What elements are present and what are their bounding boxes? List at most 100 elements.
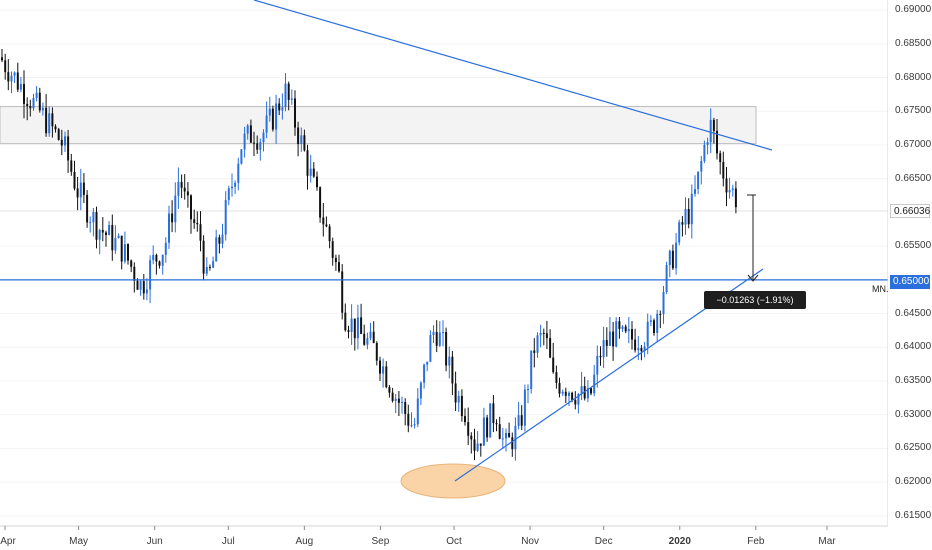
candle-body [473,439,476,451]
candle-body [7,72,10,82]
candle-body [168,213,170,243]
candle-body [482,417,485,446]
candle-body [120,235,123,262]
candle-body [290,98,293,100]
candle-body [423,364,426,383]
candle-body [215,237,218,262]
candle-body [731,188,734,191]
candle-body [221,234,224,244]
candle-body [32,98,35,109]
candle-body [476,443,479,451]
candle-body [76,188,79,198]
candle-body [347,330,350,332]
time-tick-label: Sep [371,536,390,547]
candle-body [634,339,637,351]
candle-body [281,107,284,111]
candle-body [703,144,706,161]
time-tick-label: Feb [747,536,765,547]
candle-body [114,238,117,251]
candle-body [533,350,536,353]
resistance-zone[interactable] [0,106,757,145]
candle-body [231,186,233,189]
candle-body [366,338,369,345]
candle-body [706,142,709,145]
time-tick-label: Nov [521,536,539,547]
time-tick-label: Aug [295,536,314,547]
candle-body [671,250,674,269]
candle-body [681,222,684,225]
price-tick-label: 0.68500 [895,37,932,49]
last-price-tag: 0.66036 [890,204,930,218]
candle-body [193,219,196,223]
time-axis[interactable]: Apr May Jun Jul Aug Sep Oct Nov Dec 2020 Feb Mar [0,526,888,550]
candle-body [16,72,19,90]
candle-body [662,292,665,315]
candle-body [152,254,155,261]
candle-body [555,372,558,383]
candle-body [640,348,643,352]
candle-body [300,135,303,144]
candle-body [618,321,621,329]
candle-body [196,223,199,225]
candle-body [319,187,322,218]
candle-body [596,355,599,375]
descending-trendline[interactable] [253,0,773,151]
time-tick-label: Jul [221,536,235,547]
candle-body [41,107,44,111]
price-tick-label: 0.65500 [895,240,932,252]
candle-body [416,398,419,425]
candle-body [243,133,246,150]
candle-body [580,386,583,395]
candle-body [306,150,309,176]
candle-body [70,160,73,172]
candle-body [190,195,192,220]
candle-body [363,333,366,345]
time-tick-label: 2020 [668,536,691,547]
candle-body [45,107,48,134]
candle-body [426,361,429,365]
candle-body [401,402,403,403]
candle-body [511,437,514,450]
candle-body [297,127,300,144]
candle-body [133,266,136,281]
candle-body [419,382,422,399]
candle-body [26,103,29,107]
candle-body [719,153,722,163]
candle-body [728,190,731,193]
time-tick-label: Mar [818,536,836,547]
price-tick-label: 0.64000 [895,341,932,353]
candle-body [508,433,511,438]
price-tick-label: 0.67000 [895,138,932,150]
support-level-price-tag: 0.65000 [890,275,930,289]
candle-body [442,332,444,333]
candle-body [218,237,221,244]
price-tick-label: 0.67500 [895,105,932,117]
candle-body [353,318,356,339]
candle-body [542,333,545,334]
candle-body [186,191,189,196]
measure-arrow[interactable] [747,194,759,282]
candle-body [577,394,580,405]
candle-body [294,98,296,128]
candle-body [278,103,281,111]
candle-body [495,423,498,425]
candle-body [599,355,602,358]
candle-body [127,244,129,261]
candle-body [237,163,240,183]
low-highlight-ellipse[interactable] [400,463,506,499]
candle-body [552,357,555,373]
candle-body [709,119,712,143]
candle-body [328,226,331,242]
candle-body [665,265,668,292]
candle-body [360,317,363,334]
candle-body [624,326,627,332]
price-tick-label: 0.63000 [895,408,932,420]
candle-body [334,257,337,263]
candle-body [659,313,662,315]
candle-body [505,433,507,439]
candle-body [694,189,696,194]
candle-body [520,415,523,426]
candle-body [265,115,268,133]
price-tick-label: 0.61500 [895,509,932,521]
